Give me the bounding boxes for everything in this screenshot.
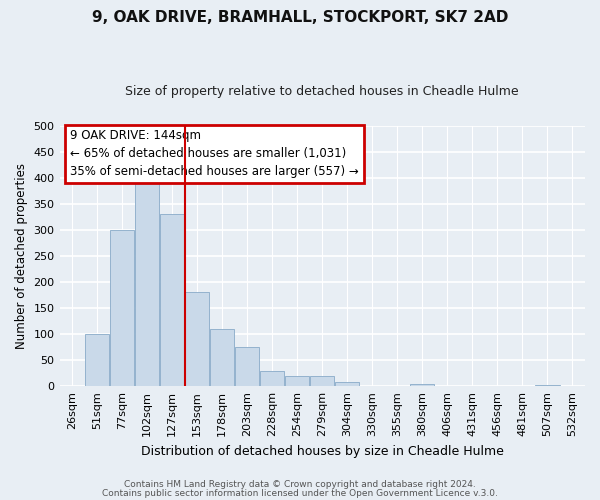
X-axis label: Distribution of detached houses by size in Cheadle Hulme: Distribution of detached houses by size … [141, 444, 504, 458]
Bar [210, 329, 235, 386]
Y-axis label: Number of detached properties: Number of detached properties [15, 163, 28, 349]
Bar [185, 292, 209, 386]
Bar [310, 376, 334, 386]
Bar [85, 334, 109, 386]
Bar [260, 370, 284, 386]
Title: Size of property relative to detached houses in Cheadle Hulme: Size of property relative to detached ho… [125, 85, 519, 98]
Bar [410, 384, 434, 386]
Text: Contains HM Land Registry data © Crown copyright and database right 2024.: Contains HM Land Registry data © Crown c… [124, 480, 476, 489]
Text: Contains public sector information licensed under the Open Government Licence v.: Contains public sector information licen… [102, 488, 498, 498]
Text: 9 OAK DRIVE: 144sqm
← 65% of detached houses are smaller (1,031)
35% of semi-det: 9 OAK DRIVE: 144sqm ← 65% of detached ho… [70, 130, 359, 178]
Bar [110, 230, 134, 386]
Bar [135, 172, 159, 386]
Bar [285, 376, 310, 386]
Text: 9, OAK DRIVE, BRAMHALL, STOCKPORT, SK7 2AD: 9, OAK DRIVE, BRAMHALL, STOCKPORT, SK7 2… [92, 10, 508, 25]
Bar [160, 214, 184, 386]
Bar [235, 347, 259, 386]
Bar [535, 384, 560, 386]
Bar [335, 382, 359, 386]
